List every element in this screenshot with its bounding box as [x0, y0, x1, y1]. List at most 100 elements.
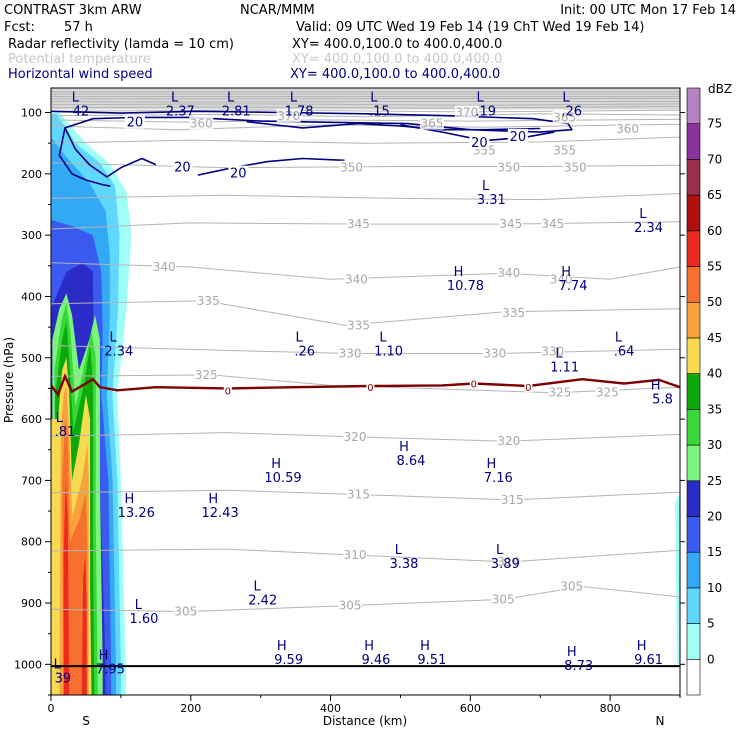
x-tick-label: 400	[320, 702, 341, 715]
theta-label-bg	[498, 217, 523, 231]
extremum-value: 13.26	[118, 506, 155, 521]
colorbar-label: 70	[707, 152, 722, 166]
theta-label-bg	[501, 306, 526, 320]
theta-label-bg	[496, 554, 521, 568]
extremum-type: L	[171, 90, 179, 105]
theta-label: 320	[497, 434, 520, 448]
theta-label-bg	[496, 160, 521, 174]
theta-contour-line	[51, 136, 680, 144]
colorbar-swatch	[686, 409, 701, 446]
extremum-type: H	[567, 645, 577, 660]
theta-label-bg	[615, 122, 640, 136]
theta-contour-line	[51, 585, 680, 613]
extremum-value: 3.89	[491, 557, 520, 572]
theta-label-bg	[559, 579, 584, 593]
theta-label: 370	[455, 106, 478, 120]
freezing-label: 0	[367, 383, 373, 394]
extremum-value: 7.16	[484, 471, 513, 486]
theta-label-bg	[346, 217, 371, 231]
field-wind-name: Horizontal wind speed	[8, 67, 153, 82]
theta-label-bg	[540, 217, 565, 231]
extremum-type: L	[476, 90, 484, 105]
colorbar-swatch	[686, 587, 701, 624]
valid-time: Valid: 09 UTC Wed 19 Feb 14 (19 ChT Wed …	[296, 20, 644, 35]
wind-contours	[51, 110, 574, 187]
forecast-hour: 57 h	[64, 20, 93, 35]
extremum-value: 5.8	[652, 393, 673, 408]
extremum-value: 2.34	[104, 345, 133, 360]
freezing-label-bg	[524, 381, 533, 393]
theta-label: 305	[339, 598, 362, 612]
model-title: CONTRAST 3km ARW	[4, 3, 142, 18]
extremum-type: L	[370, 90, 378, 105]
reflectivity-60dbz-left	[63, 480, 70, 695]
x-tick-label: 600	[460, 702, 481, 715]
extremum-value: .81	[55, 425, 76, 440]
wind-contour-20-mid	[197, 157, 345, 176]
colorbar-label: 20	[707, 509, 722, 523]
extremum-value: 2.37	[166, 104, 195, 119]
colorbar-swatch	[686, 123, 701, 160]
x-tick-label: 800	[600, 702, 621, 715]
field-theta-xy: XY= 400.0,100.0 to 400.0,400.0	[292, 52, 502, 67]
extremum-value: 12.43	[202, 506, 239, 521]
theta-label: 305	[492, 592, 515, 606]
theta-label-bg	[152, 260, 177, 274]
extremum-value: 1.11	[550, 361, 579, 376]
colorbar-swatch	[686, 301, 701, 339]
theta-label: 350	[564, 161, 587, 175]
theta-label-bg	[552, 110, 577, 124]
extremum-type: H	[124, 492, 134, 507]
theta-label-bg	[338, 346, 363, 360]
extremum-value: .26	[561, 104, 582, 119]
extremum-type: L	[290, 90, 298, 105]
theta-contour-line	[51, 103, 680, 106]
extremum-value: 9.46	[362, 653, 391, 668]
extremum-value: 10.78	[447, 279, 484, 294]
colorbar-label: 40	[707, 367, 722, 381]
theta-label: 325	[195, 368, 218, 382]
colorbar-label: 45	[707, 331, 722, 345]
theta-label: 310	[497, 555, 520, 569]
extremum-value: .64	[614, 345, 635, 360]
extremum-type: L	[135, 598, 143, 613]
theta-label: 350	[340, 161, 363, 175]
wind-label: 20	[174, 160, 191, 175]
theta-contour-line	[51, 374, 680, 394]
theta-label: 315	[347, 488, 370, 502]
theta-label-bg	[346, 487, 371, 501]
colorbar-label: 75	[707, 117, 722, 131]
extremum-value: 7.74	[559, 279, 588, 294]
theta-label-bg	[552, 143, 577, 157]
colorbar-label: 5	[707, 617, 715, 631]
extremum-type: H	[271, 457, 281, 472]
theta-label-bg	[194, 367, 219, 381]
extremum-value: 39	[55, 671, 72, 686]
theta-label: 340	[550, 272, 573, 286]
wind-label-bg	[507, 128, 528, 143]
colorbar-swatch	[686, 159, 701, 196]
field-reflectivity-name: Radar reflectivity (lamda = 10 cm)	[8, 37, 234, 52]
extremum-value: 9.61	[634, 653, 663, 668]
theta-label: 345	[499, 217, 522, 231]
theta-label: 355	[553, 144, 576, 158]
extremum-type: H	[277, 639, 287, 654]
colorbar-label: 0	[707, 652, 715, 666]
extremum-type: L	[72, 90, 80, 105]
extremum-value: 8.64	[396, 454, 425, 469]
freezing-label: 0	[471, 380, 477, 391]
theta-label-bg	[491, 592, 516, 606]
wind-label: 20	[471, 136, 488, 151]
y-tick-label: 100	[21, 107, 42, 120]
theta-label-bg	[549, 272, 574, 286]
extremum-value: 10.59	[264, 471, 301, 486]
colorbar: 0 5 10 15 20 25 30 35 40 45 50 55 60 65 70 75	[686, 87, 722, 696]
extremum-value: .19	[475, 104, 496, 119]
y-axis-label: Pressure (hPa)	[2, 337, 16, 423]
theta-label: 340	[345, 272, 368, 286]
field-reflectivity-xy: XY= 400.0,100.0 to 400.0,400.0	[292, 37, 502, 52]
extremum-type: H	[651, 379, 661, 394]
y-tick-label: 600	[21, 413, 42, 426]
freezing-level-line	[51, 373, 680, 398]
theta-label-bg	[500, 493, 525, 507]
